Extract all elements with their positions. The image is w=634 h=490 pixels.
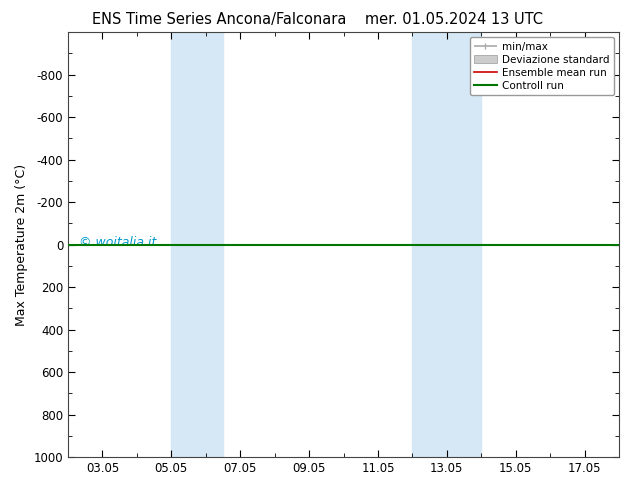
Bar: [412, 32, 481, 457]
Legend: min/max, Deviazione standard, Ensemble mean run, Controll run: min/max, Deviazione standard, Ensemble m…: [470, 37, 614, 95]
Bar: [171, 32, 223, 457]
Text: © woitalia.it: © woitalia.it: [79, 236, 157, 249]
Text: ENS Time Series Ancona/Falconara    mer. 01.05.2024 13 UTC: ENS Time Series Ancona/Falconara mer. 01…: [91, 12, 543, 27]
Y-axis label: Max Temperature 2m (°C): Max Temperature 2m (°C): [15, 164, 28, 326]
